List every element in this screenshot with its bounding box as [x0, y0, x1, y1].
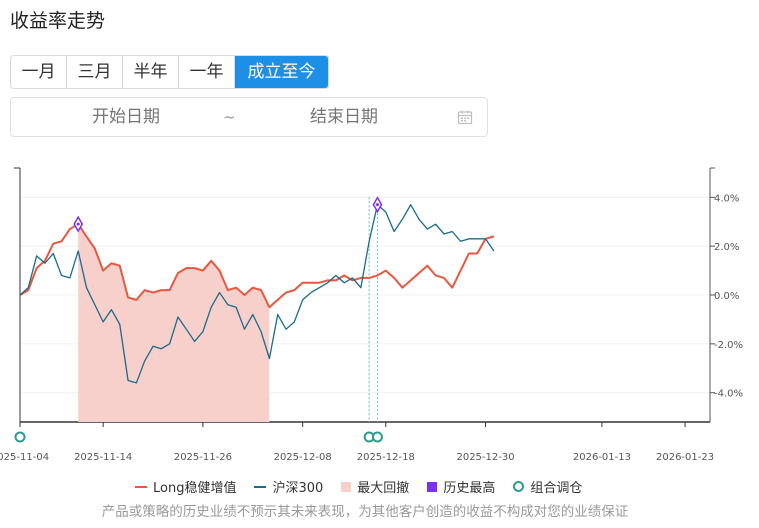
disclaimer-text: 产品或策略的历史业绩不预示其未来表现，为其他客户创造的收益不构成对您的业绩保证: [101, 504, 629, 520]
legend-item-peak[interactable]: 历史最高: [427, 477, 495, 496]
legend-swatch-rebalance: [513, 481, 525, 492]
period-tabs: 一月 三月 半年 一年 成立至今: [10, 55, 329, 89]
legend-label-fund: Long稳健增值: [153, 481, 237, 496]
legend-item-rebalance[interactable]: 组合调仓: [513, 477, 582, 496]
x-tick-label: 2025-12-08: [274, 452, 332, 463]
tab-one-year[interactable]: 一年: [179, 56, 235, 88]
max-drawdown-area: [78, 224, 270, 422]
chart-legend: Long稳健增值 沪深300 最大回撤 历史最高 组合调仓: [135, 477, 600, 496]
tab-one-month[interactable]: 一月: [11, 56, 67, 88]
calendar-icon[interactable]: [457, 109, 473, 125]
date-range-picker: ~: [10, 97, 488, 137]
legend-label-index: 沪深300: [272, 481, 324, 496]
x-tick-label: 2025-11-04: [0, 452, 49, 463]
tab-three-months[interactable]: 三月: [67, 56, 123, 88]
y-tick-label: 0.0%: [714, 291, 739, 302]
return-chart: -4.0% -2.0% 0.0% 2.0% 4.0% 2025-11-04 2025-11-…: [0, 167, 743, 463]
y-tick-label: 4.0%: [714, 193, 739, 204]
series-line-fund: [19, 223, 495, 309]
x-tick-label: 2026-01-23: [656, 452, 714, 463]
rebalance-marker: [14, 431, 26, 443]
x-tick-label: 2025-12-18: [357, 452, 415, 463]
legend-swatch-index: [254, 485, 267, 488]
legend-label-peak: 历史最高: [443, 481, 496, 496]
page-title: 收益率走势: [10, 10, 106, 32]
historical-high-dot: [375, 203, 379, 207]
legend-item-drawdown[interactable]: 最大回撤: [341, 477, 409, 496]
tab-since-inception[interactable]: 成立至今: [235, 56, 328, 88]
date-separator: ~: [223, 108, 236, 126]
x-tick-label: 2025-11-26: [174, 452, 232, 463]
legend-label-drawdown: 最大回撤: [357, 481, 410, 496]
legend-item-index[interactable]: 沪深300: [254, 477, 323, 496]
tab-half-year[interactable]: 半年: [123, 56, 179, 88]
x-tick-label: 2025-11-14: [74, 452, 132, 463]
x-tick-label: 2025-12-30: [456, 452, 514, 463]
start-date-input[interactable]: [51, 98, 201, 136]
series-line-index: [19, 203, 495, 384]
legend-item-fund[interactable]: Long稳健增值: [135, 477, 236, 496]
y-tick-label: -2.0%: [714, 340, 743, 351]
legend-swatch-drawdown: [341, 481, 352, 492]
legend-label-rebalance: 组合调仓: [530, 481, 583, 496]
historical-high-dot: [76, 222, 80, 226]
y-tick-label: 2.0%: [714, 242, 739, 253]
rebalance-marker: [371, 431, 383, 443]
x-tick-label: 2026-01-13: [573, 452, 631, 463]
end-date-input[interactable]: [269, 98, 419, 136]
y-tick-label: -4.0%: [714, 389, 743, 400]
legend-swatch-peak: [427, 481, 438, 492]
legend-swatch-fund: [135, 485, 147, 488]
